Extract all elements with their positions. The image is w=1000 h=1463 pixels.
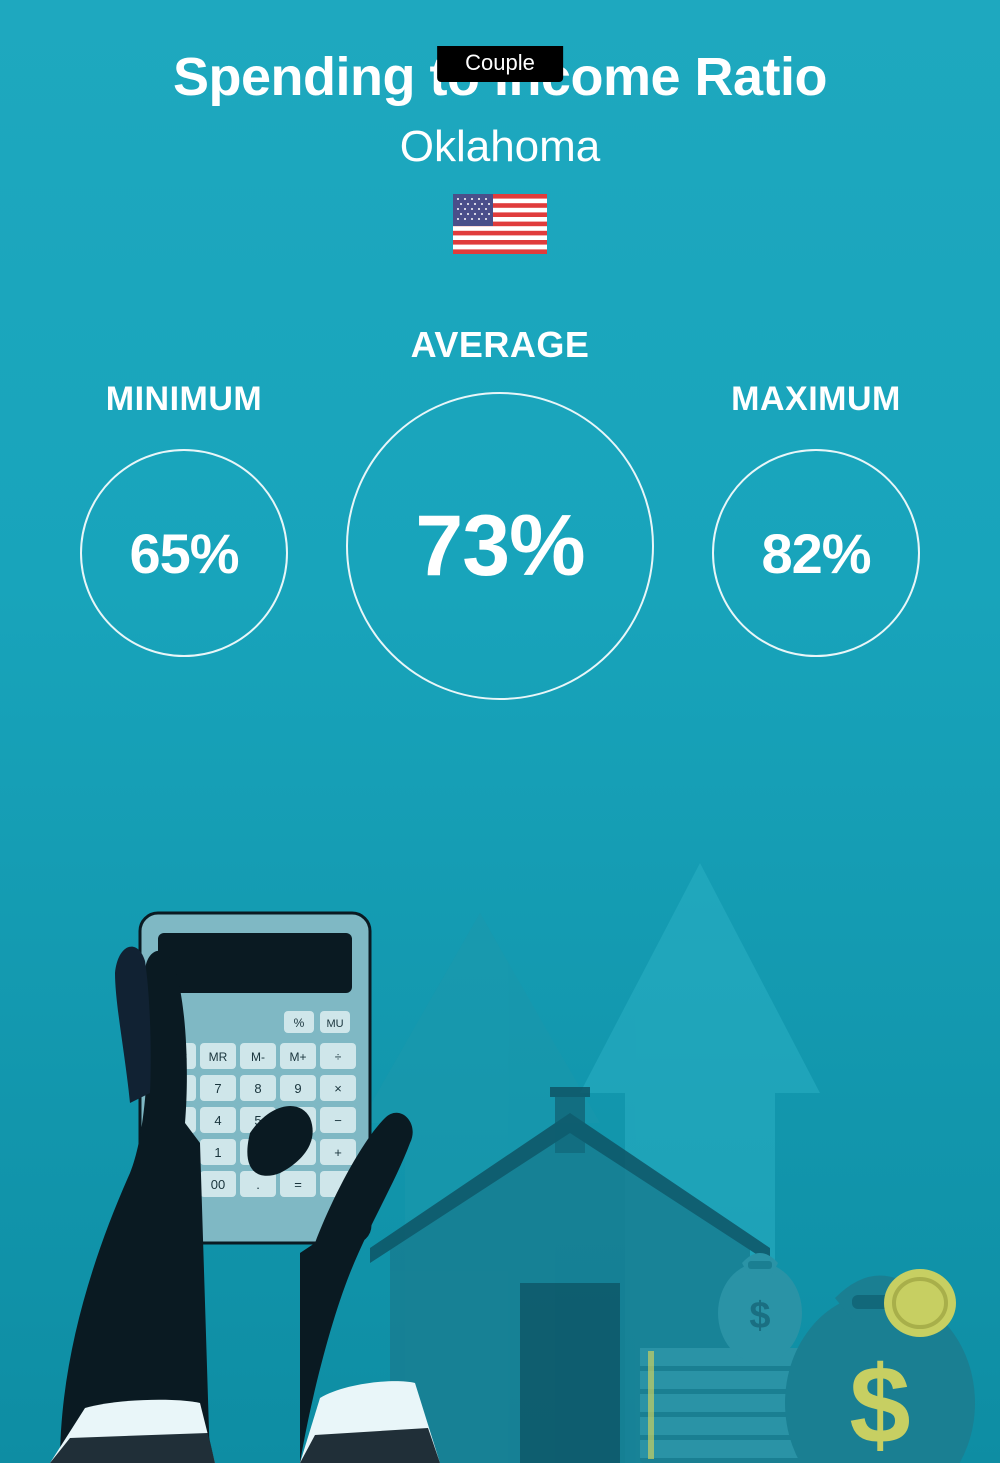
svg-text:1: 1: [214, 1145, 221, 1160]
svg-text:%: %: [294, 1016, 305, 1030]
stat-label: MINIMUM: [80, 380, 288, 419]
stat-value: 65%: [129, 521, 238, 586]
illustration-icon: $ $ % MU MC MR M- M+ ÷: [0, 843, 1000, 1463]
svg-text:−: −: [334, 1113, 342, 1128]
svg-text:×: ×: [334, 1081, 342, 1096]
svg-text:+/-: +/-: [170, 1081, 186, 1096]
svg-text:MU: MU: [326, 1018, 343, 1030]
svg-text:$: $: [749, 1295, 770, 1337]
svg-text:M+: M+: [289, 1050, 306, 1064]
stat-label: MAXIMUM: [712, 380, 920, 419]
svg-text:=: =: [294, 1177, 302, 1192]
stat-circle: 73%: [346, 392, 654, 700]
svg-text:MR: MR: [209, 1050, 228, 1064]
svg-text:0: 0: [174, 1177, 181, 1192]
svg-text:$: $: [849, 1344, 910, 1463]
svg-text:7: 7: [214, 1081, 221, 1096]
svg-text:00: 00: [211, 1177, 225, 1192]
stats-row: MINIMUM 65% AVERAGE 73% MAXIMUM 82%: [0, 324, 1000, 700]
svg-text:2: 2: [254, 1145, 261, 1160]
svg-text:9: 9: [294, 1081, 301, 1096]
svg-text:.: .: [256, 1177, 260, 1192]
stat-circle: 82%: [712, 449, 920, 657]
svg-text:8: 8: [254, 1081, 261, 1096]
stat-maximum: MAXIMUM 82%: [712, 380, 920, 657]
svg-text:5: 5: [254, 1113, 261, 1128]
page-subtitle: Oklahoma: [0, 122, 1000, 172]
stat-average: AVERAGE 73%: [346, 324, 654, 700]
stat-minimum: MINIMUM 65%: [80, 380, 288, 657]
stat-circle: 65%: [80, 449, 288, 657]
svg-text:MC: MC: [169, 1050, 188, 1064]
category-badge: Couple: [437, 46, 563, 82]
stat-value: 82%: [761, 521, 870, 586]
svg-text:÷: ÷: [335, 1050, 342, 1064]
svg-text:C/A: C/A: [167, 1145, 189, 1160]
stat-value: 73%: [415, 497, 584, 596]
svg-text:3: 3: [294, 1145, 301, 1160]
us-flag-icon: [453, 194, 547, 254]
svg-text:6: 6: [294, 1113, 301, 1128]
svg-text:4: 4: [214, 1113, 221, 1128]
svg-text:M-: M-: [251, 1050, 265, 1064]
stat-label: AVERAGE: [346, 324, 654, 366]
svg-text:▶: ▶: [173, 1113, 183, 1128]
svg-text:+: +: [334, 1145, 342, 1160]
